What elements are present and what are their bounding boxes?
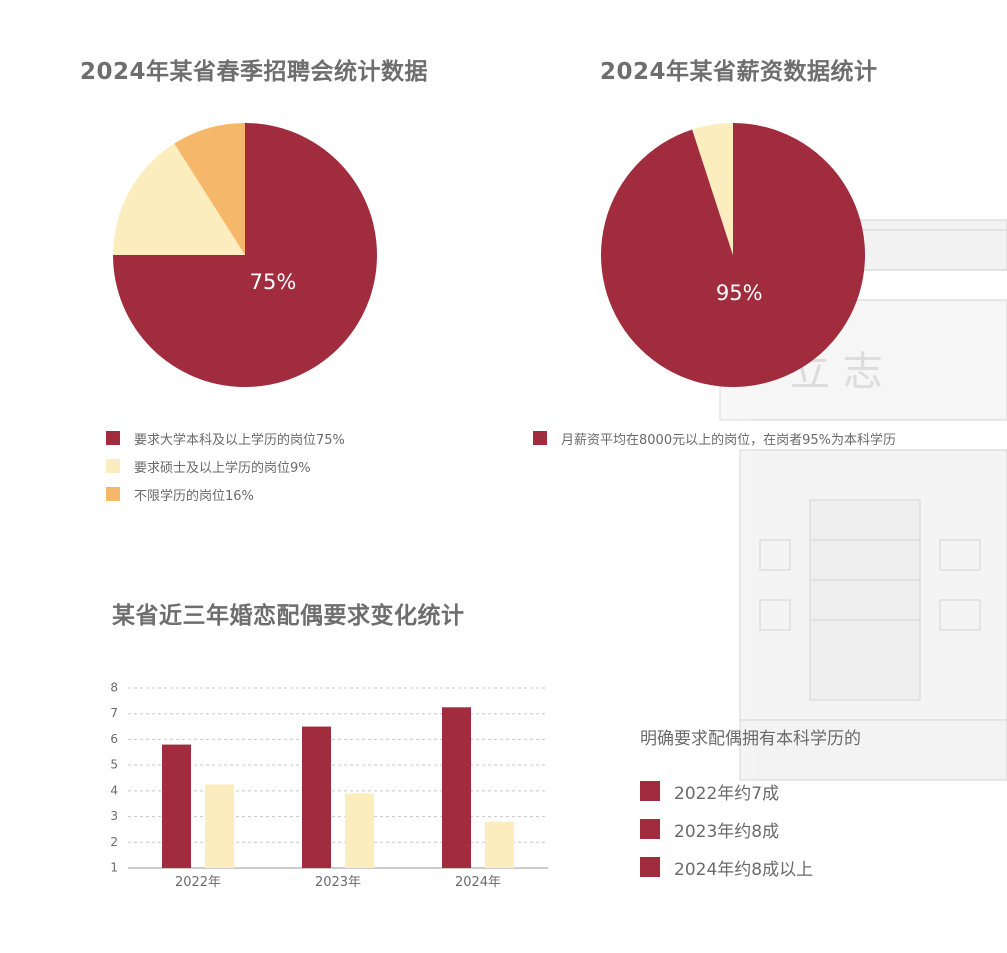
pie-slice <box>174 123 245 255</box>
y-tick-label: 1 <box>110 861 118 875</box>
legend-job-fair: 要求大学本科及以上学历的岗位75% 要求硕士及以上学历的岗位9% 不限学历的岗位… <box>106 424 345 508</box>
legend-item: 要求大学本科及以上学历的岗位75% <box>106 424 345 452</box>
pie-chart-salary: 95% <box>601 123 865 387</box>
y-tick-label: 3 <box>110 809 118 823</box>
note-item: 2022年约7成 <box>640 772 813 810</box>
legend-item: 月薪资平均在8000元以上的岗位，在岗者95%为本科学历 <box>533 424 896 452</box>
legend-item: 要求硕士及以上学历的岗位9% <box>106 452 345 480</box>
note-item: 2024年约8成以上 <box>640 848 813 886</box>
chart-title-salary: 2024年某省薪资数据统计 <box>600 59 878 85</box>
legend-swatch <box>533 431 547 445</box>
x-tick-label: 2023年 <box>315 875 361 890</box>
x-tick-label: 2022年 <box>175 875 221 890</box>
note-label: 2023年约8成 <box>674 821 780 842</box>
note-swatch <box>640 857 660 877</box>
y-tick-label: 8 <box>110 681 118 695</box>
bar-chart-marriage: 1 2 3 4 5 6 7 8 2022年 2023年 2024年 <box>110 681 548 890</box>
pie-slice <box>692 123 733 255</box>
legend-item: 不限学历的岗位16% <box>106 480 345 508</box>
x-tick-label: 2024年 <box>455 875 501 890</box>
bar <box>302 726 331 868</box>
note-item: 2023年约8成 <box>640 810 813 848</box>
note-list: 2022年约7成 2023年约8成 2024年约8成以上 <box>640 772 813 886</box>
legend-label: 要求硕士及以上学历的岗位9% <box>134 460 311 476</box>
legend-swatch <box>106 487 120 501</box>
legend-salary: 月薪资平均在8000元以上的岗位，在岗者95%为本科学历 <box>533 424 896 452</box>
legend-swatch <box>106 431 120 445</box>
bar <box>485 821 514 868</box>
pie-data-label: 75% <box>250 270 297 294</box>
note-heading: 明确要求配偶拥有本科学历的 <box>640 729 861 749</box>
note-label: 2024年约8成以上 <box>674 859 814 880</box>
chart-title-marriage: 某省近三年婚恋配偶要求变化统计 <box>112 603 465 629</box>
note-swatch <box>640 819 660 839</box>
pie-chart-job-fair: 75% <box>113 123 377 387</box>
note-label: 2022年约7成 <box>674 783 780 804</box>
bar <box>162 744 191 868</box>
pie-data-label: 95% <box>716 281 763 305</box>
legend-label: 月薪资平均在8000元以上的岗位，在岗者95%为本科学历 <box>561 432 896 448</box>
bar <box>345 793 374 868</box>
legend-swatch <box>106 459 120 473</box>
bar <box>442 707 471 868</box>
bar <box>205 784 234 868</box>
note-swatch <box>640 781 660 801</box>
legend-label: 不限学历的岗位16% <box>134 488 254 504</box>
legend-label: 要求大学本科及以上学历的岗位75% <box>134 432 345 448</box>
y-tick-label: 2 <box>110 835 118 849</box>
pie-slice <box>113 143 245 255</box>
y-tick-label: 4 <box>110 783 118 797</box>
y-tick-label: 6 <box>110 732 118 746</box>
y-tick-label: 7 <box>110 706 118 720</box>
y-tick-label: 5 <box>110 758 118 772</box>
chart-title-spring-job-fair: 2024年某省春季招聘会统计数据 <box>80 59 429 85</box>
